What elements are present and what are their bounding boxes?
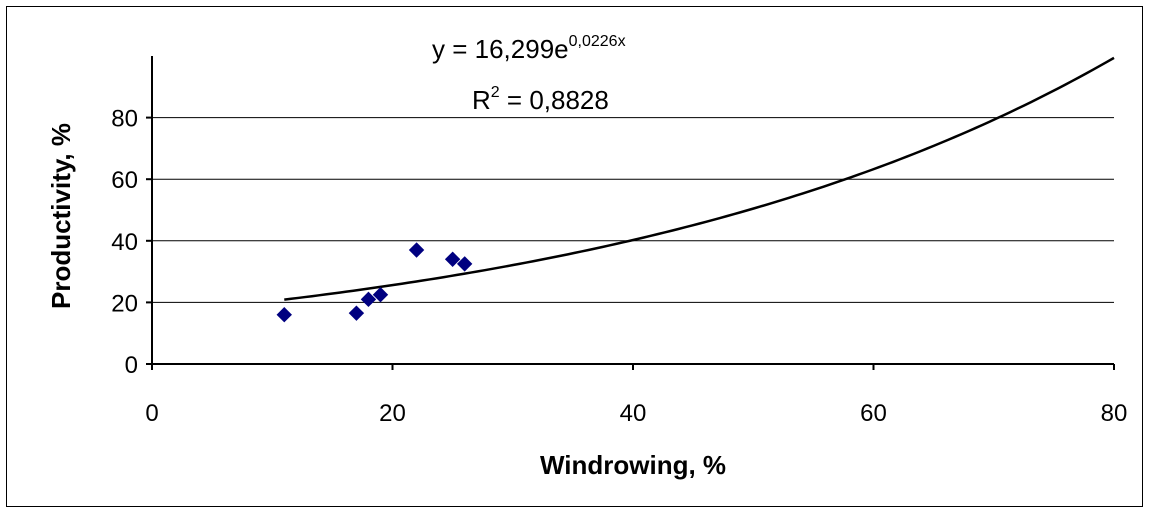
y-tick-label-20: 20 [111, 290, 138, 317]
equation-exponent: 0,0226x [569, 33, 626, 50]
x-tick-label-0: 0 [145, 400, 158, 427]
x-axis-title: Windrowing, % [540, 450, 726, 480]
labels-layer: 0 20 40 60 80 0 20 40 60 80 [111, 106, 1127, 427]
r2-base: R [472, 85, 491, 115]
data-point-0-3 [372, 286, 389, 303]
chart-frame [6, 6, 1143, 507]
y-tick-label-80: 80 [111, 106, 138, 133]
x-tick-label-80: 80 [1101, 400, 1128, 427]
r2-superscript: 2 [491, 84, 500, 101]
equation-prefix: y = 16,299e [432, 34, 569, 64]
data-point-0-0 [276, 307, 292, 323]
trend-layer [284, 56, 1115, 301]
axes-layer [146, 56, 1115, 370]
data-point-0-6 [456, 256, 473, 272]
data-point-0-2 [360, 291, 377, 308]
points-layer [276, 242, 473, 323]
y-tick-label-40: 40 [111, 229, 138, 256]
trendline-equation: y = 16,299e0,0226x [432, 33, 626, 64]
y-axis-title: Productivity, % [46, 123, 76, 309]
y-tick-label-60: 60 [111, 167, 138, 194]
trendline-r2: R2 = 0,8828 [472, 84, 609, 115]
data-point-0-1 [348, 305, 365, 321]
x-tick-label-40: 40 [620, 400, 647, 427]
x-tick-label-60: 60 [860, 400, 887, 427]
trendline-path [284, 56, 1115, 301]
grid-layer [152, 117, 1114, 303]
x-tick-label-20: 20 [379, 400, 406, 427]
data-point-0-5 [444, 251, 461, 267]
y-tick-label-0: 0 [125, 352, 138, 379]
data-point-0-4 [408, 242, 425, 258]
r2-suffix: = 0,8828 [500, 85, 609, 115]
